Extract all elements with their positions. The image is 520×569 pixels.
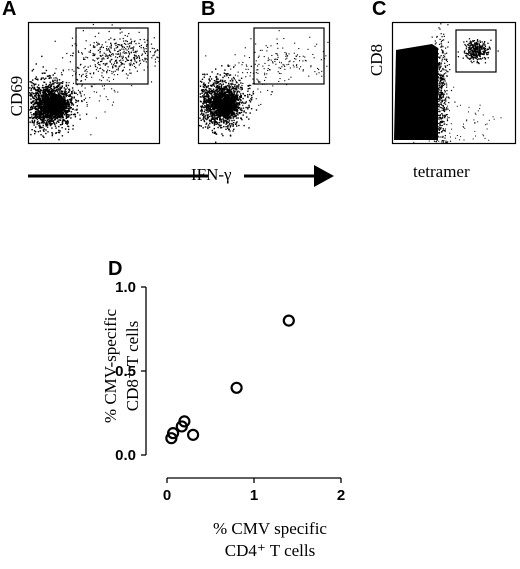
d-data-point — [178, 415, 191, 428]
panel-c-xlabel: tetramer — [413, 162, 470, 181]
shared-xlabel: IFN-γ — [191, 165, 232, 184]
flow-plot-c — [391, 21, 517, 145]
d-x-tick-label: 2 — [337, 487, 345, 504]
d-x-tick-label: 1 — [250, 487, 258, 504]
plot-c-frame — [391, 21, 517, 145]
flow-plot-a — [27, 21, 161, 145]
panel-c-letter: C — [372, 0, 387, 20]
d-y-tick-label: 0.0 — [115, 447, 136, 464]
plot-c-gate — [455, 29, 497, 73]
d-data-point — [166, 427, 180, 440]
plot-a-frame — [27, 21, 161, 145]
flow-plot-b — [197, 21, 331, 145]
d-y-tick-label: 1.0 — [115, 279, 136, 296]
d-data-point — [187, 428, 200, 441]
d-data-point — [230, 381, 243, 394]
d-x-tick-label: 0 — [163, 487, 171, 504]
panel-a-letter: A — [2, 0, 17, 20]
d-data-point — [282, 314, 295, 327]
panel-b-letter: B — [201, 0, 216, 20]
panel-d-letter: D — [108, 258, 123, 280]
plot-b-frame — [197, 21, 331, 145]
plot-b-gate — [253, 27, 325, 85]
panel-d-xlabel-line1: % CMV specific — [213, 519, 327, 538]
ifn-gamma-arrow — [28, 165, 334, 187]
arrow-head — [314, 165, 334, 187]
panel-d-xlabel-line2: CD4⁺ T cells — [224, 541, 316, 560]
plot-c-negative-population — [394, 44, 438, 140]
d-y-tick-label: 0.5 — [115, 363, 136, 380]
